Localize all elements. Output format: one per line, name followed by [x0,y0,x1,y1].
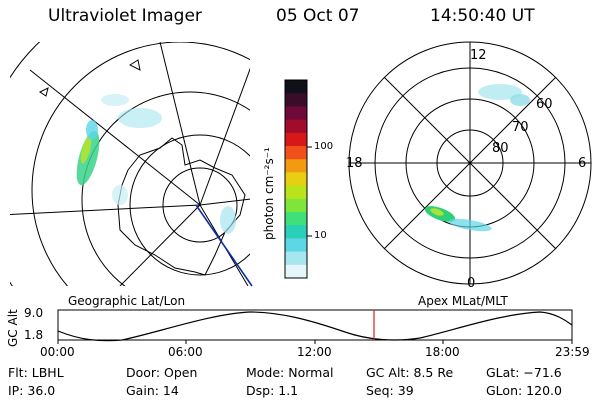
time-label: 14:50:40 UT [430,6,535,26]
ip-value: IP: 36.0 [8,383,56,398]
colorbar-cell [285,80,307,94]
altitude-ytick-low: 1.8 [24,328,44,342]
mlat-label-60: 60 [536,97,553,112]
altitude-ylabel: GC Alt [6,309,20,347]
colorbar-cell [285,238,307,253]
filter-value: Flt: LBHL [8,365,64,380]
colorbar-cell [285,185,307,200]
glon-value: GLon: 120.0 [486,383,562,398]
glat-value: GLat: −71.6 [486,365,562,380]
altitude-xtick-0000: 00:00 [40,345,75,359]
altitude-xtick-1800: 18:00 [425,345,460,359]
geographic-label: Geographic Lat/Lon [68,294,186,308]
colorbar-cell [285,212,307,226]
colorbar-cell [285,225,307,239]
apex-label: Apex MLat/MLT [418,294,508,308]
colorbar-tick-10: 10 [314,230,327,241]
dsp-value: Dsp: 1.1 [246,383,299,398]
mlt-label-6: 6 [578,156,587,171]
colorbar-cell [285,106,307,121]
colorbar-cell [285,198,307,213]
colorbar-tick-100: 100 [314,141,334,152]
gc-alt-value: GC Alt: 8.5 Re [366,365,454,380]
mlt-label-0: 0 [467,276,476,291]
date-label: 05 Oct 07 [276,6,360,26]
mlat-label-80: 80 [492,141,509,156]
colorbar-cell [285,159,307,173]
mlat-label-70: 70 [512,120,529,135]
colorbar-cell [285,132,307,147]
colorbar-cell [285,172,307,187]
altitude-xtick-2359: 23:59 [555,345,590,359]
colorbar-cell [285,119,307,134]
instrument-title: Ultraviolet Imager [48,6,202,26]
altitude-xtick-1200: 12:00 [297,345,332,359]
altitude-xtick-0600: 06:00 [168,345,203,359]
altitude-ytick-high: 9.0 [24,306,44,320]
colorbar-cell [285,251,307,266]
mlt-label-18: 18 [346,156,363,171]
colorbar-cell [285,93,307,107]
colorbar-cell [285,146,307,160]
gain-value: Gain: 14 [126,383,179,398]
seq-value: Seq: 39 [366,383,414,398]
mlt-label-12: 12 [470,48,487,63]
door-value: Door: Open [126,365,198,380]
mode-value: Mode: Normal [246,365,334,380]
colorbar-cell [285,264,307,279]
